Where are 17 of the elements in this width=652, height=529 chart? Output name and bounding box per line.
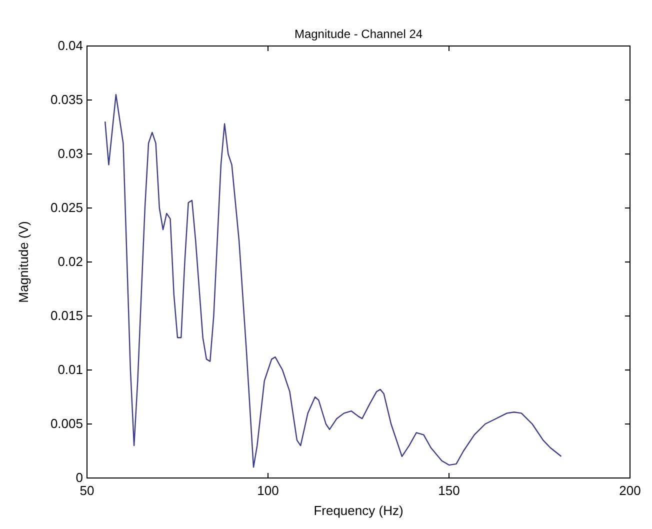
x-axis-title: Frequency (Hz): [314, 503, 404, 518]
chart-title: Magnitude - Channel 24: [294, 27, 423, 41]
y-tick-label: 0.01: [58, 362, 83, 377]
line-series: [104, 94, 562, 468]
y-tick-label: 0.04: [58, 38, 83, 53]
y-tick-label: 0.015: [50, 308, 83, 323]
x-tick-label: 200: [619, 483, 641, 498]
y-tick-label: 0.005: [50, 416, 83, 431]
y-axis-title: Magnitude (V): [16, 221, 31, 303]
y-tick-label: 0: [76, 470, 83, 485]
y-tick-label: 0.02: [58, 254, 83, 269]
x-tick-label: 100: [257, 483, 279, 498]
y-tick-label: 0.025: [50, 200, 83, 215]
y-tick-label: 0.03: [58, 146, 83, 161]
y-tick-label: 0.035: [50, 92, 83, 107]
x-tick-label: 50: [80, 483, 94, 498]
x-tick-label: 150: [438, 483, 460, 498]
